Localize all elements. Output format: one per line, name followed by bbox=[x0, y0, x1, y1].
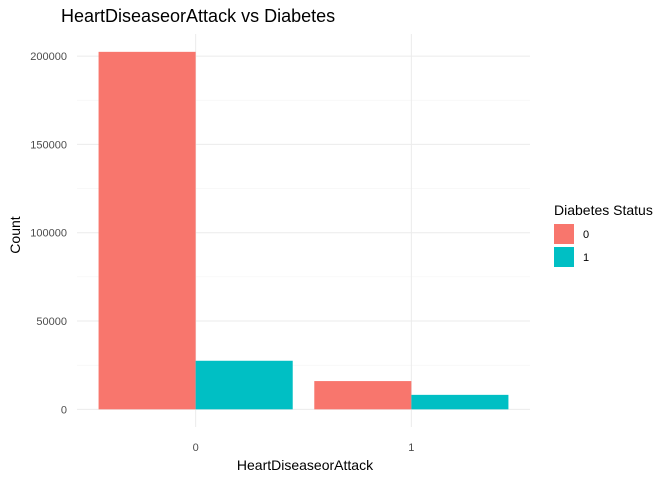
y-tick-label: 100000 bbox=[30, 228, 67, 240]
legend-key-0 bbox=[554, 224, 574, 244]
legend-label-1: 1 bbox=[583, 252, 589, 264]
x-tick-label: 1 bbox=[408, 442, 414, 454]
legend-key-1 bbox=[554, 247, 574, 267]
x-axis-title: HeartDiseaseorAttack bbox=[237, 457, 374, 473]
bar-0-series-0 bbox=[98, 51, 196, 410]
bar-1-series-0 bbox=[314, 381, 412, 410]
bar-0-series-1 bbox=[195, 360, 293, 410]
y-axis-ticks: 0 50000 100000 150000 200000 bbox=[30, 51, 67, 416]
legend-label-0: 0 bbox=[583, 229, 589, 241]
bar-1-series-1 bbox=[411, 394, 509, 410]
y-tick-label: 0 bbox=[61, 404, 67, 416]
legend: Diabetes Status 0 1 bbox=[554, 202, 653, 267]
bars bbox=[98, 51, 509, 410]
y-axis-title: Count bbox=[7, 216, 23, 253]
y-tick-label: 200000 bbox=[30, 51, 67, 63]
legend-title: Diabetes Status bbox=[554, 202, 653, 218]
y-tick-label: 50000 bbox=[36, 316, 67, 328]
chart-title: HeartDiseaseorAttack vs Diabetes bbox=[61, 6, 335, 26]
y-tick-label: 150000 bbox=[30, 139, 67, 151]
x-tick-label: 0 bbox=[193, 442, 199, 454]
